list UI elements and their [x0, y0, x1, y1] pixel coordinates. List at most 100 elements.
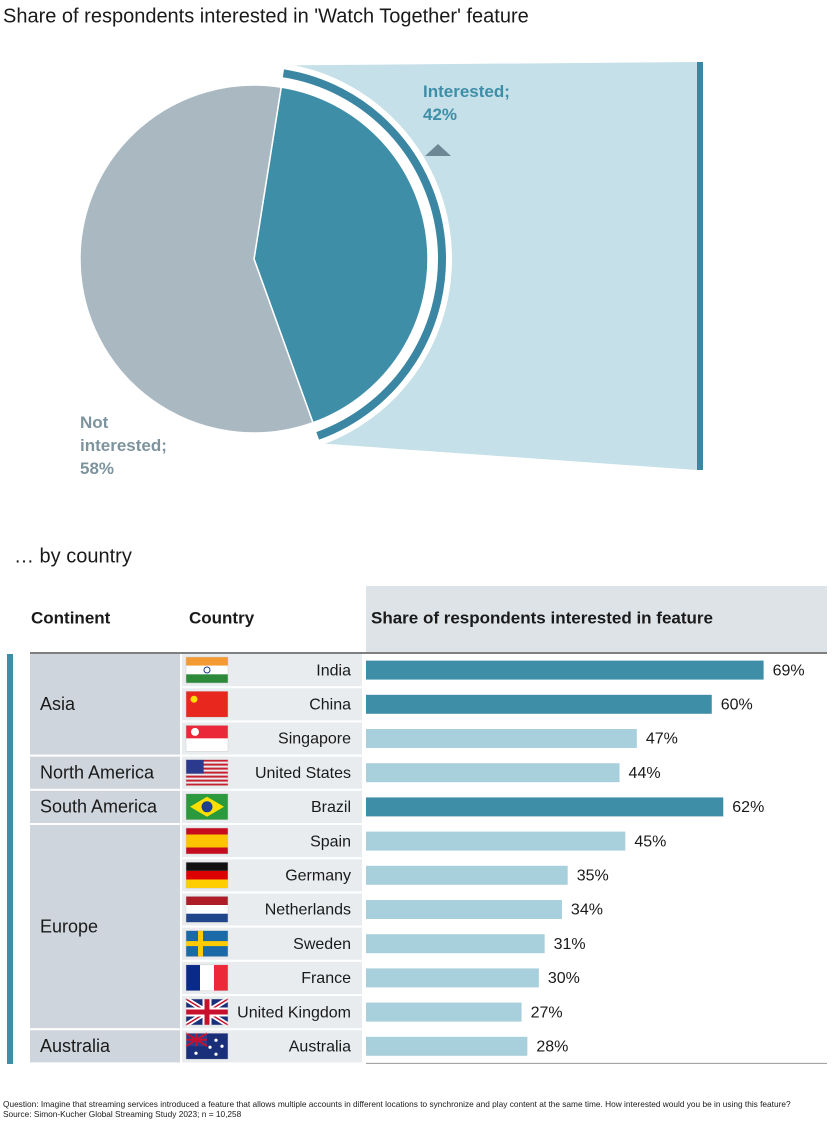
flag-part	[190, 695, 198, 703]
flag-border	[185, 793, 229, 821]
value-label: 28%	[536, 1039, 568, 1056]
flag-part	[214, 964, 228, 991]
value-label: 60%	[721, 697, 753, 714]
value-label: 45%	[634, 833, 666, 850]
bar	[366, 831, 626, 851]
value-label: 62%	[732, 799, 764, 816]
flag	[185, 793, 229, 821]
flag-border	[185, 1032, 229, 1060]
flag-part	[186, 779, 228, 782]
continent-cell	[30, 790, 180, 823]
country-label: India	[316, 662, 351, 679]
bar	[366, 865, 568, 885]
bar	[366, 797, 724, 817]
flag	[185, 930, 229, 957]
flag	[184, 996, 230, 1028]
flag-part	[186, 665, 228, 675]
flag-part	[214, 1038, 218, 1042]
country-label: Netherlands	[265, 902, 351, 919]
bar	[366, 1002, 522, 1022]
continent-cell	[30, 756, 180, 789]
value-label: 31%	[554, 936, 586, 953]
flag	[185, 759, 229, 786]
continent-label: Australia	[40, 1036, 111, 1056]
flag	[185, 964, 229, 992]
value-label: 30%	[548, 970, 580, 987]
flag-part	[185, 1032, 208, 1048]
flag-part	[200, 964, 214, 991]
flag-part	[186, 775, 228, 778]
bar	[366, 729, 637, 748]
flag-border	[185, 930, 229, 957]
flag-part	[186, 771, 228, 774]
continent-label: South America	[40, 797, 158, 817]
continent-label: Asia	[40, 694, 76, 714]
accent-bar	[7, 654, 13, 1064]
flag-part	[186, 759, 228, 762]
country-label: Singapore	[278, 731, 351, 748]
flag	[185, 690, 229, 718]
flag-part	[191, 727, 199, 736]
flag-border	[185, 896, 229, 923]
flag-part	[186, 763, 228, 766]
bar	[366, 900, 562, 919]
bar	[366, 694, 712, 714]
slice-label: Not interested;	[80, 413, 167, 455]
value-label: 34%	[571, 902, 603, 919]
flag-border	[185, 998, 229, 1026]
flag-border	[185, 725, 229, 752]
value-label: 47%	[646, 731, 678, 748]
country-label: United States	[255, 765, 351, 782]
flag-part	[186, 870, 228, 880]
flag-border	[185, 964, 229, 992]
halo-arc	[282, 69, 446, 440]
flag	[185, 827, 229, 855]
flag-part	[203, 666, 211, 674]
continent-cell	[30, 1030, 180, 1063]
flag-part	[186, 941, 228, 947]
flag	[185, 861, 229, 889]
flag-part	[186, 767, 228, 770]
flag-part	[214, 1052, 218, 1056]
flag-part	[186, 1009, 228, 1015]
flag-part	[186, 905, 228, 914]
flag-part	[186, 738, 228, 752]
flag	[185, 896, 229, 923]
country-label: France	[301, 970, 351, 987]
flag-part	[186, 691, 228, 718]
flag-part	[208, 1045, 212, 1049]
continent-cell	[30, 825, 180, 1029]
continent-label: North America	[40, 762, 155, 782]
flag-part	[201, 801, 213, 813]
footnote: Source: Simon-Kucher Global Streaming St…	[3, 1109, 242, 1119]
country-label: Australia	[289, 1039, 351, 1056]
zoom-edge	[697, 62, 703, 470]
continent-label: Europe	[40, 916, 98, 936]
flag	[185, 656, 229, 684]
flag	[185, 1032, 229, 1060]
bar	[366, 1036, 528, 1056]
flag-border	[185, 690, 229, 718]
continent-cell	[30, 654, 180, 755]
country-label: United Kingdom	[237, 1004, 351, 1021]
country-label: China	[309, 697, 351, 714]
column-header: Share of respondents interested in featu…	[371, 608, 713, 627]
value-label: 35%	[577, 868, 609, 885]
value-label: 44%	[629, 765, 661, 782]
flag-border	[185, 656, 229, 684]
flag-part	[186, 964, 200, 991]
footnote: Question: Imagine that streaming service…	[3, 1099, 791, 1109]
flag-border	[185, 827, 229, 855]
bar	[366, 660, 764, 680]
flag-part	[186, 759, 204, 774]
bar	[366, 763, 620, 783]
country-label: Brazil	[311, 799, 351, 816]
column-header: Country	[189, 608, 255, 627]
value-label: 69%	[773, 662, 805, 679]
pie-slice	[253, 86, 429, 424]
slice-label: Interested;	[423, 82, 510, 101]
flag-border	[185, 861, 229, 889]
flag-part	[186, 657, 228, 666]
marker-triangle	[425, 144, 451, 156]
